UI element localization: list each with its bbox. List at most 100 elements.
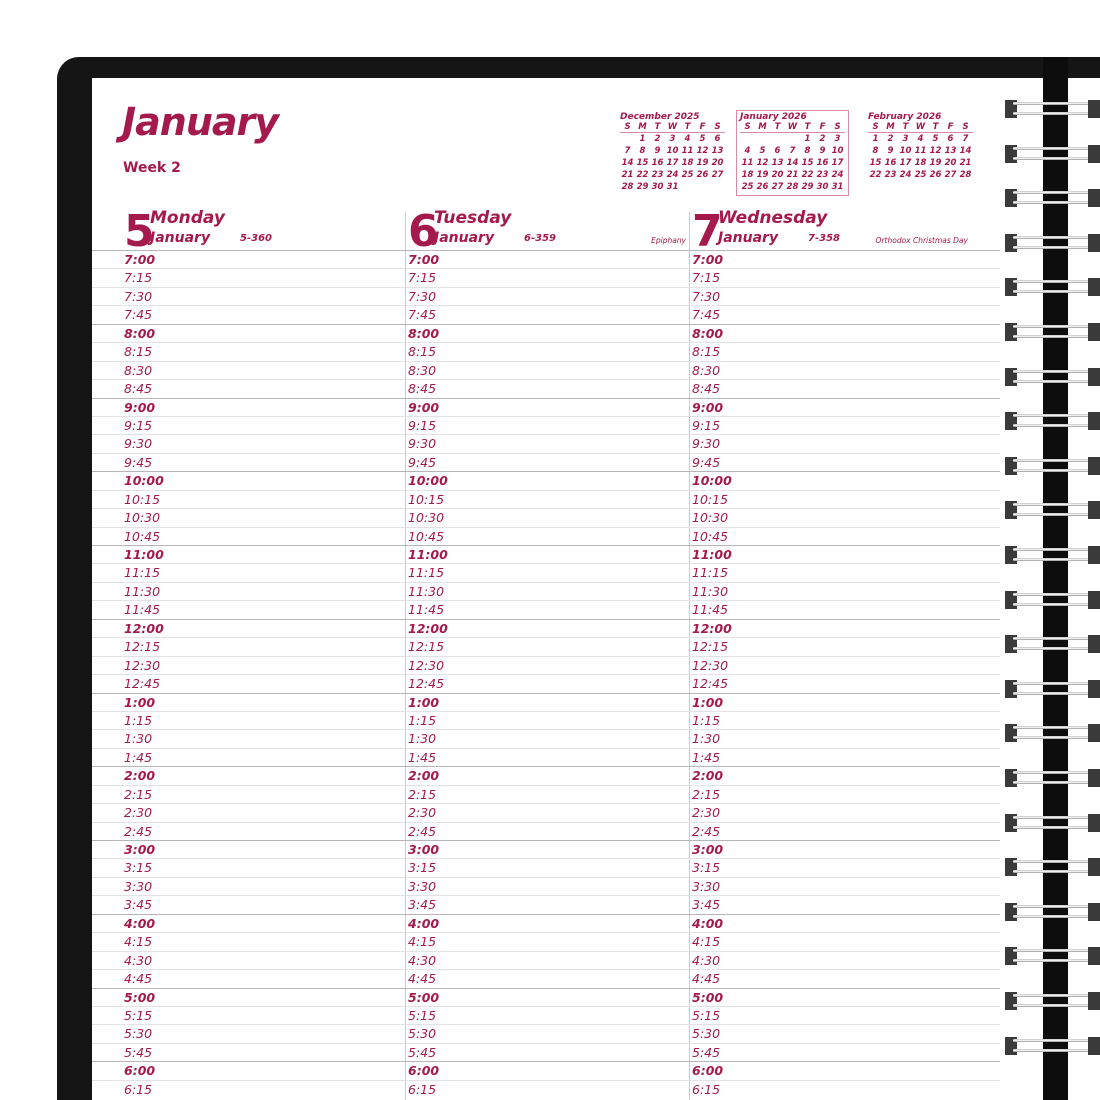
calendar-date: 13 <box>711 146 724 156</box>
time-slot-row[interactable]: 1:15 1:15 1:15 <box>92 710 1000 729</box>
time-slot-row[interactable]: 2:30 2:30 2:30 <box>92 803 1000 821</box>
time-slot-row[interactable]: 3:30 3:30 3:30 <box>92 876 1000 895</box>
spiral-ring <box>1005 366 1100 388</box>
time-label: 11:45 <box>408 602 445 618</box>
time-slot-row[interactable]: 3:15 3:15 3:15 <box>92 858 1000 876</box>
time-label: 1:00 <box>408 694 440 710</box>
time-slot-row[interactable]: 10:30 10:30 10:30 <box>92 508 1000 526</box>
time-label: 1:45 <box>124 749 153 765</box>
time-label: 3:15 <box>408 860 437 876</box>
month-title: January <box>122 100 279 144</box>
time-slot-row[interactable]: 7:15 7:15 7:15 <box>92 268 1000 286</box>
time-slot-row[interactable]: 2:15 2:15 2:15 <box>92 784 1000 803</box>
time-slot-row[interactable]: 1:30 1:30 1:30 <box>92 729 1000 747</box>
time-slot-row[interactable]: 9:45 9:45 9:45 <box>92 452 1000 471</box>
time-label: 10:00 <box>124 473 164 489</box>
calendar-date: 21 <box>621 170 634 180</box>
time-label: 2:00 <box>408 768 440 784</box>
time-slot-row[interactable]: 10:45 10:45 10:45 <box>92 526 1000 545</box>
time-label: 8:30 <box>692 362 721 378</box>
time-label: 3:30 <box>692 878 721 894</box>
calendar-date: 7 <box>789 146 796 156</box>
calendar-date: 15 <box>869 158 882 168</box>
time-slot-row[interactable]: 10:00 10:00 10:00 <box>92 471 1000 489</box>
time-slot-row[interactable]: 11:15 11:15 11:15 <box>92 563 1000 581</box>
time-slot-row[interactable]: 9:15 9:15 9:15 <box>92 415 1000 434</box>
time-slot-row[interactable]: 8:00 8:00 8:00 <box>92 323 1000 342</box>
time-slot-row[interactable]: 3:00 3:00 3:00 <box>92 840 1000 858</box>
weekday-label: T <box>770 122 785 133</box>
time-slot-row[interactable]: 2:00 2:00 2:00 <box>92 766 1000 784</box>
calendar-date: 10 <box>899 146 912 156</box>
time-slot-row[interactable]: 4:30 4:30 4:30 <box>92 950 1000 969</box>
time-slot-row[interactable]: 9:30 9:30 9:30 <box>92 434 1000 452</box>
time-label: 3:15 <box>124 860 153 876</box>
time-slot-row[interactable]: 12:30 12:30 12:30 <box>92 655 1000 674</box>
time-slot-row[interactable]: 4:00 4:00 4:00 <box>92 913 1000 932</box>
time-slot-row[interactable]: 4:45 4:45 4:45 <box>92 969 1000 987</box>
time-slot-row[interactable]: 5:15 5:15 5:15 <box>92 1005 1000 1024</box>
time-slot-row[interactable]: 12:15 12:15 12:15 <box>92 637 1000 655</box>
mini-calendar-title: February 2026 <box>868 112 942 122</box>
time-label: 5:45 <box>408 1044 437 1060</box>
calendar-date: 27 <box>944 170 957 180</box>
weekday-label: T <box>898 122 913 133</box>
time-slot-row[interactable]: 2:45 2:45 2:45 <box>92 821 1000 840</box>
time-slot-row[interactable]: 12:00 12:00 12:00 <box>92 618 1000 637</box>
time-label: 3:00 <box>124 842 156 857</box>
time-slot-row[interactable]: 3:45 3:45 3:45 <box>92 895 1000 913</box>
time-label: 4:30 <box>692 952 721 968</box>
spiral-ring <box>1005 856 1100 878</box>
time-label: 8:00 <box>408 325 440 341</box>
time-slot-row[interactable]: 8:30 8:30 8:30 <box>92 360 1000 379</box>
time-slot-row[interactable]: 11:45 11:45 11:45 <box>92 600 1000 618</box>
time-label: 4:30 <box>408 952 437 968</box>
weekday-label: M <box>635 122 650 133</box>
time-label: 7:45 <box>692 307 721 323</box>
time-slot-row[interactable]: 7:45 7:45 7:45 <box>92 305 1000 323</box>
spiral-ring <box>1005 767 1100 789</box>
time-label: 7:15 <box>124 270 153 286</box>
planner-page <box>92 78 1043 1100</box>
time-label: 5:45 <box>124 1044 153 1060</box>
spiral-ring <box>1005 812 1100 834</box>
mini-calendar: January 2026 S M T W T F S 1 2 3 4 5 6 7 8 9 10 11 12 13 14 15… <box>736 110 849 196</box>
time-slot-row[interactable]: 12:45 12:45 12:45 <box>92 674 1000 692</box>
time-label: 11:00 <box>692 547 732 562</box>
time-label: 4:00 <box>124 915 156 931</box>
calendar-date: 7 <box>962 134 969 144</box>
time-label: 8:15 <box>408 344 437 360</box>
calendar-date <box>710 181 725 193</box>
time-slot-row[interactable]: 8:45 8:45 8:45 <box>92 379 1000 397</box>
time-slot-row[interactable]: 11:30 11:30 11:30 <box>92 581 1000 600</box>
time-slot-row[interactable]: 1:45 1:45 1:45 <box>92 747 1000 766</box>
weekday-label: W <box>785 122 800 133</box>
calendar-date <box>785 133 800 146</box>
time-slot-row[interactable]: 6:15 6:15 6:15 <box>92 1079 1000 1098</box>
time-label: 3:45 <box>408 897 437 913</box>
time-label: 5:30 <box>408 1026 437 1042</box>
time-slot-row[interactable]: 7:30 7:30 7:30 <box>92 286 1000 305</box>
time-label: 1:30 <box>124 731 153 747</box>
time-slot-row[interactable]: 9:00 9:00 9:00 <box>92 397 1000 416</box>
time-label: 4:15 <box>692 934 721 950</box>
spiral-ring <box>1005 187 1100 209</box>
calendar-date: 26 <box>756 182 769 192</box>
time-slot-row[interactable]: 5:45 5:45 5:45 <box>92 1042 1000 1061</box>
calendar-date: 31 <box>831 182 844 192</box>
time-slot-row[interactable]: 7:00 7:00 7:00 <box>92 250 1000 268</box>
time-label: 9:00 <box>124 399 156 415</box>
time-slot-row[interactable]: 4:15 4:15 4:15 <box>92 932 1000 950</box>
day-count: 5-360 <box>240 233 272 244</box>
weekday-label: T <box>680 122 695 133</box>
time-slot-row[interactable]: 8:15 8:15 8:15 <box>92 342 1000 360</box>
time-slot-row[interactable]: 6:00 6:00 6:00 <box>92 1061 1000 1079</box>
time-slot-row[interactable]: 5:00 5:00 5:00 <box>92 987 1000 1006</box>
time-label: 3:45 <box>692 897 721 913</box>
time-slot-row[interactable]: 1:00 1:00 1:00 <box>92 692 1000 711</box>
time-label: 5:15 <box>124 1007 153 1023</box>
time-slot-row[interactable]: 11:00 11:00 11:00 <box>92 545 1000 563</box>
time-slot-row[interactable]: 10:15 10:15 10:15 <box>92 489 1000 508</box>
time-label: 4:45 <box>124 971 153 987</box>
time-slot-row[interactable]: 5:30 5:30 5:30 <box>92 1024 1000 1042</box>
